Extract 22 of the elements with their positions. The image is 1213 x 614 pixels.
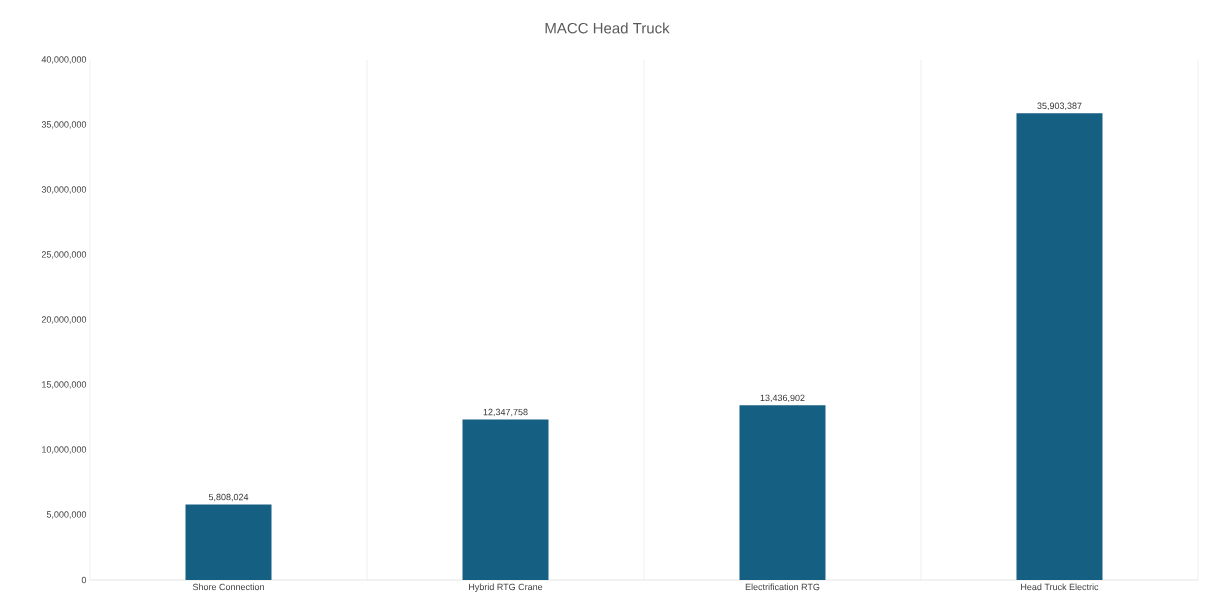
- data-label: 35,903,387: [1037, 102, 1082, 111]
- data-label: 5,808,024: [208, 493, 249, 502]
- y-tick-label: 40,000,000: [41, 56, 87, 64]
- y-tick-label: 10,000,000: [42, 446, 87, 454]
- y-tick-label: 35,000,000: [41, 121, 87, 129]
- y-tick-label: 15,000,000: [42, 381, 87, 389]
- data-label: 12,347,758: [483, 408, 528, 417]
- x-tick-label: Head Truck Electric: [1021, 583, 1099, 591]
- x-tick-label: Hybrid RTG Crane: [469, 583, 543, 592]
- bar: [462, 419, 549, 580]
- y-tick-label: 25,000,000: [41, 251, 87, 259]
- y-tick-label: 20,000,000: [41, 316, 87, 324]
- chart-title: MACC Head Truck: [545, 22, 670, 34]
- y-tick-label: 5,000,000: [46, 511, 87, 519]
- bar: [739, 405, 826, 580]
- y-tick-label: 30,000,000: [41, 186, 87, 194]
- data-label: 13,436,902: [760, 394, 805, 403]
- bar: [185, 504, 272, 580]
- bar: [1016, 113, 1103, 580]
- x-tick-label: Electrification RTG: [745, 583, 820, 591]
- x-tick-label: Shore Connection: [192, 583, 264, 591]
- y-tick-label: 0: [81, 576, 87, 584]
